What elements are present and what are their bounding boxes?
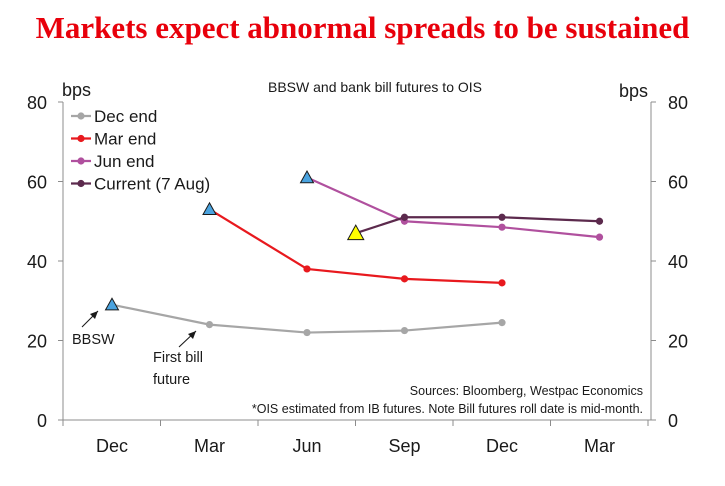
x-tick-label: Mar — [194, 436, 225, 456]
source-note: Sources: Bloomberg, Westpac Economics — [410, 384, 643, 398]
chart-headline: Markets expect abnormal spreads to be su… — [35, 10, 690, 45]
data-point-1 — [303, 265, 311, 273]
x-tick-label: Dec — [96, 436, 128, 456]
x-tick-label: Dec — [486, 436, 518, 456]
legend-label: Current (7 Aug) — [94, 175, 210, 194]
data-point-0 — [498, 319, 506, 327]
annotation-bbsw: BBSW — [72, 310, 115, 348]
y-tick-label-left: 0 — [37, 411, 47, 431]
legend-swatch-dot — [77, 134, 85, 143]
bbsw-markers — [104, 169, 365, 311]
right-axis-unit: bps — [619, 81, 648, 101]
series-line-0 — [111, 303, 503, 334]
y-tick-label-left: 60 — [27, 173, 47, 193]
chart-legend: Dec end Mar end Jun end Current (7 Aug) — [71, 107, 210, 194]
legend-label: Mar end — [94, 130, 156, 149]
x-tick-label: Sep — [388, 436, 420, 456]
annotation-first-bill: First bill — [153, 350, 203, 366]
ois-note: *OIS estimated from IB futures. Note Bil… — [252, 402, 643, 416]
y-axis-ticks: 0 0 20 20 40 40 60 60 80 80 — [27, 93, 688, 431]
y-tick-label-right: 60 — [668, 173, 688, 193]
bbsw-triangle-marker-3 — [346, 224, 365, 241]
series-line-1 — [208, 208, 503, 284]
bbsw-triangle-marker-2 — [299, 169, 315, 184]
y-tick-label-right: 0 — [668, 411, 678, 431]
data-point-0 — [400, 326, 409, 335]
y-tick-label-right: 40 — [668, 252, 688, 272]
x-axis-ticks: Dec Mar Jun Sep Dec Mar — [62, 420, 649, 456]
legend-swatch-dot — [77, 157, 85, 165]
series-line-2 — [306, 176, 600, 239]
y-tick-label-left: 80 — [27, 93, 47, 113]
y-tick-label-right: 20 — [668, 332, 688, 352]
data-point-1 — [498, 279, 506, 287]
chart-title: BBSW and bank bill futures to OIS — [268, 79, 482, 95]
data-point-2 — [498, 223, 506, 231]
data-point-0 — [303, 328, 311, 337]
legend-label: Dec end — [94, 107, 157, 126]
data-point-3 — [400, 213, 409, 221]
data-point-3 — [595, 217, 604, 225]
left-axis-unit: bps — [62, 80, 91, 100]
data-point-3 — [498, 213, 506, 221]
y-tick-label-left: 20 — [27, 332, 47, 352]
first-bill-arrowhead — [188, 331, 196, 339]
data-point-0 — [205, 321, 214, 329]
data-point-2 — [595, 233, 604, 241]
annotation-future: future — [153, 372, 190, 388]
bbsw-triangle-marker-0 — [104, 297, 120, 311]
bbsw-arrowhead — [90, 311, 98, 319]
bbsw-triangle-marker-1 — [202, 201, 217, 216]
x-tick-label: Jun — [292, 436, 321, 456]
chart-axes — [62, 102, 652, 421]
annotation-bbsw-label: BBSW — [72, 332, 115, 348]
legend-label: Jun end — [94, 152, 155, 171]
y-tick-label-left: 40 — [27, 252, 47, 272]
x-tick-label: Mar — [584, 436, 615, 456]
annotation-first-bill-future: First bill future — [153, 330, 203, 388]
series-line-3 — [355, 216, 600, 235]
legend-swatch-dot — [77, 179, 85, 188]
data-point-1 — [400, 275, 409, 283]
y-tick-label-right: 80 — [668, 93, 688, 113]
legend-swatch-dot — [77, 112, 85, 120]
chart-series — [111, 176, 604, 337]
